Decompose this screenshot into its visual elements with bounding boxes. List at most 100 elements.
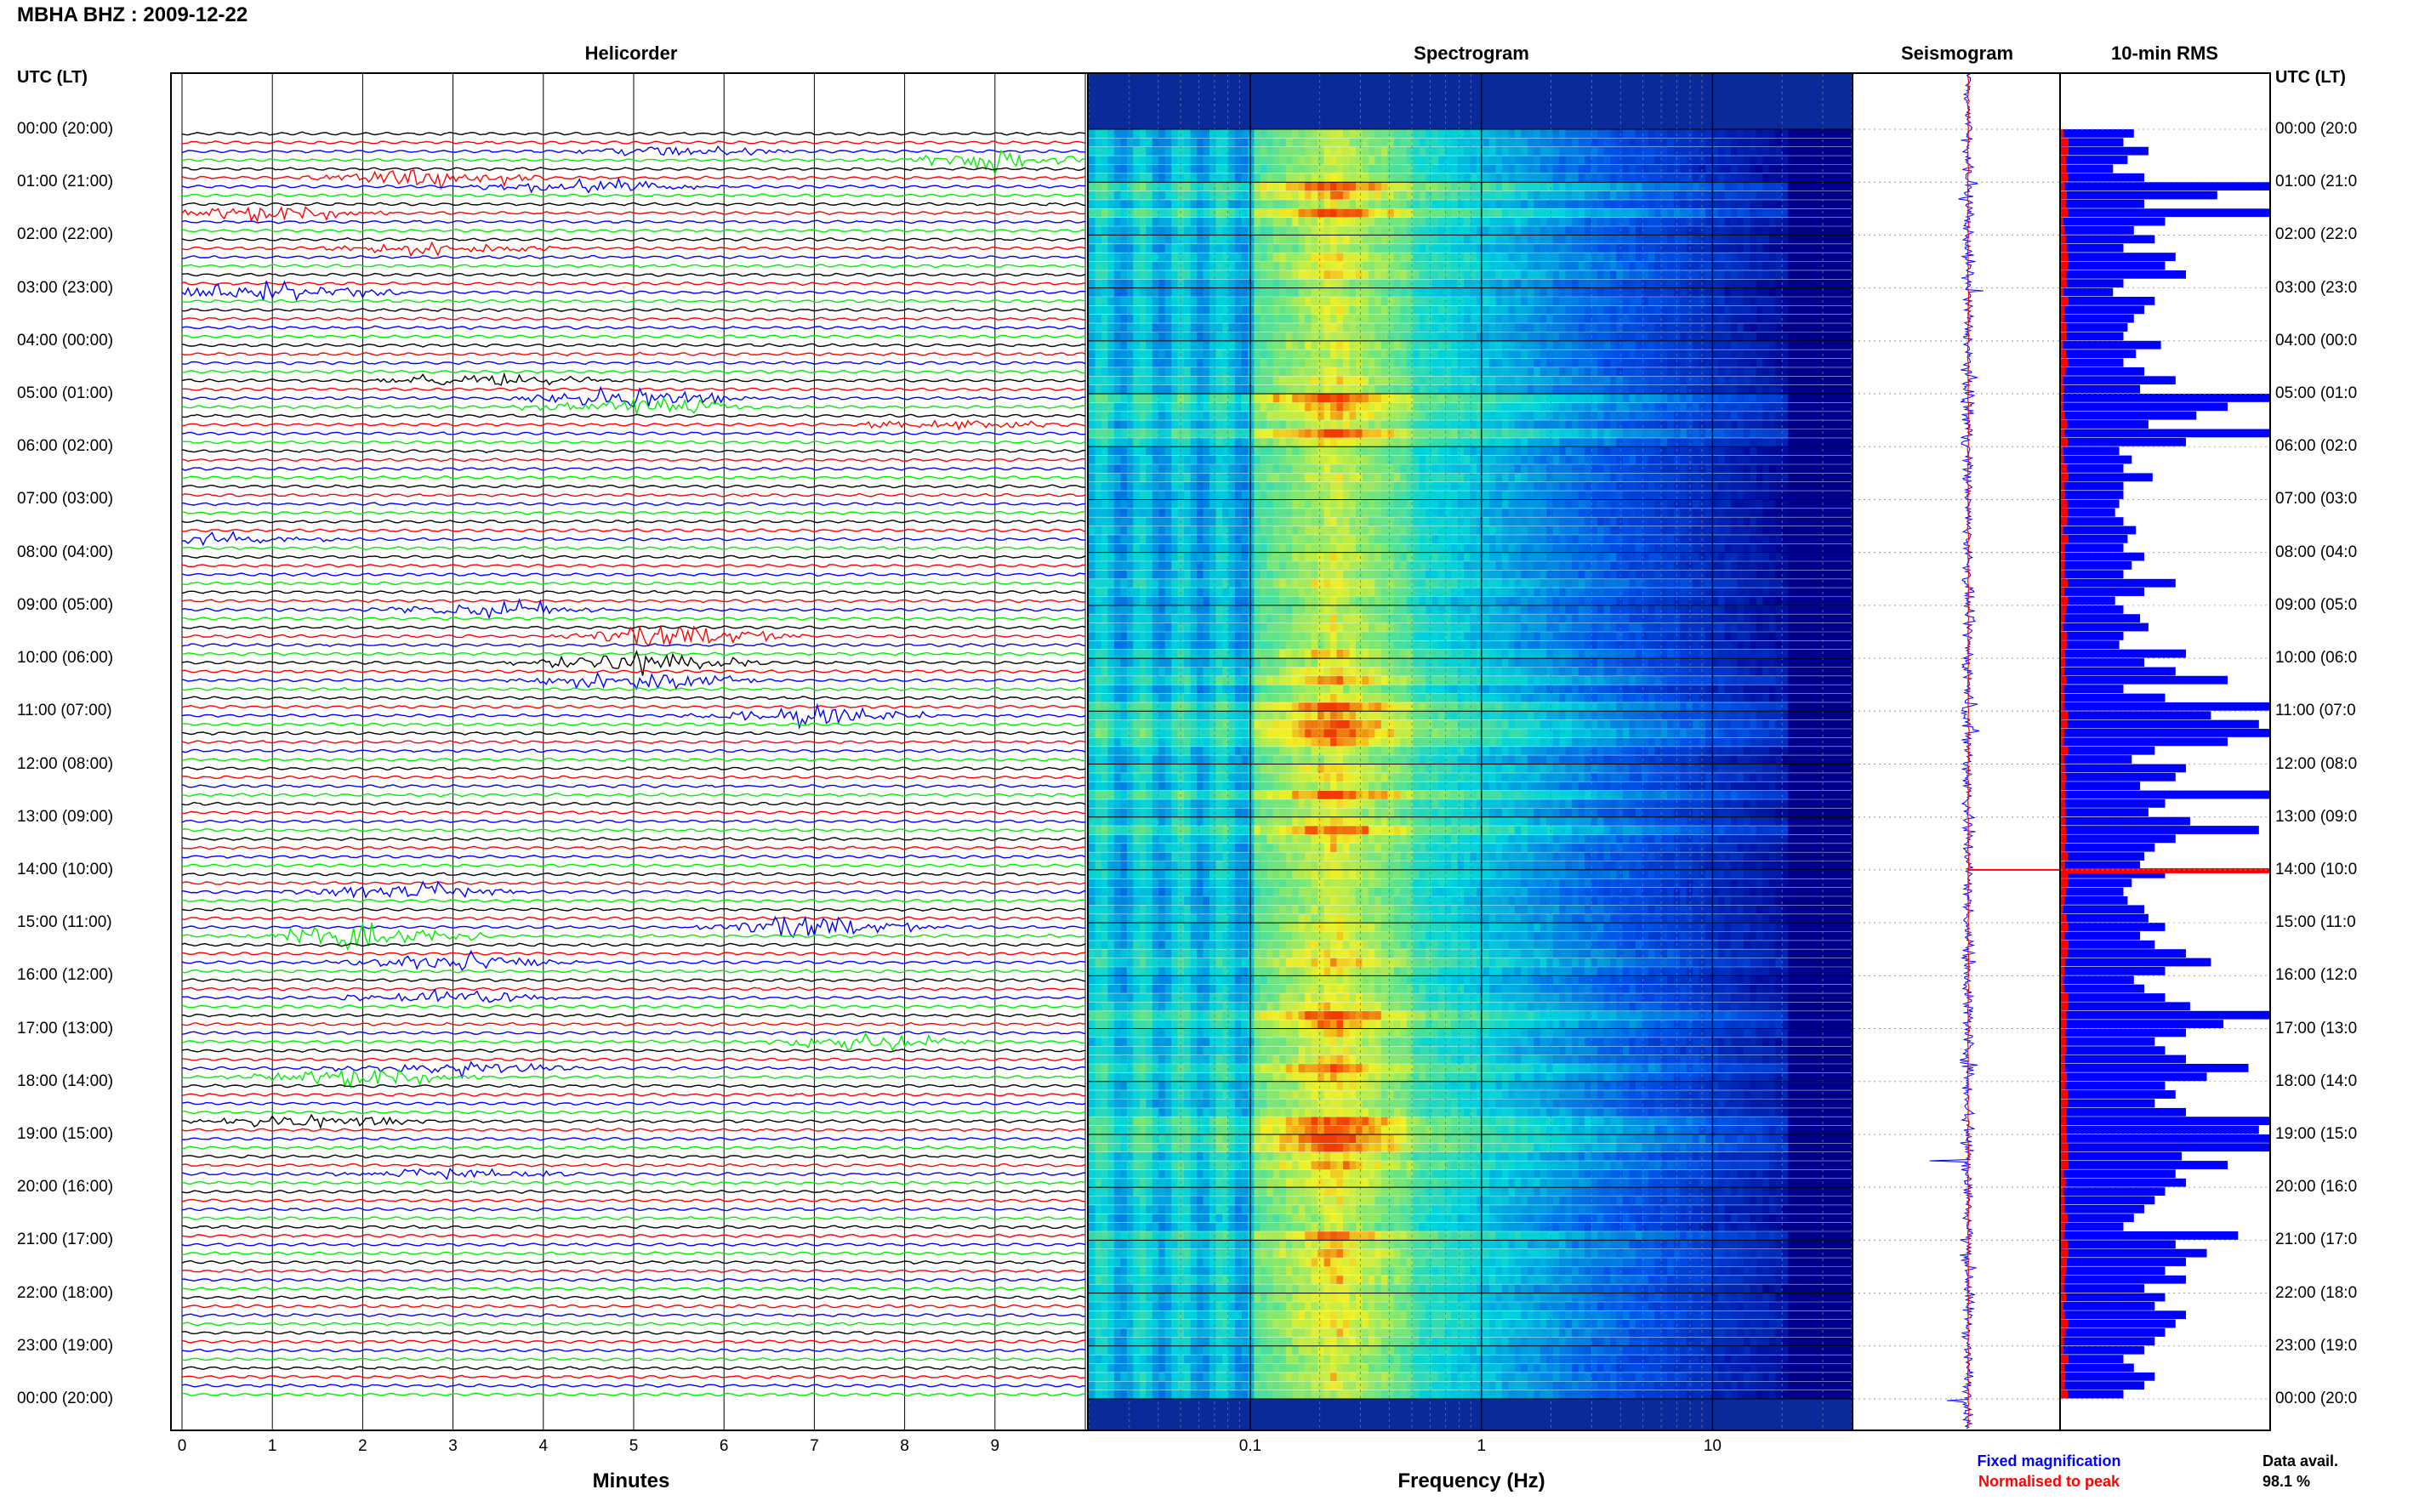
spectrogram-cell xyxy=(1470,253,1477,262)
spectrogram-cell xyxy=(1673,156,1681,165)
spectrogram-cell xyxy=(1393,376,1401,386)
spectrogram-cell xyxy=(1311,261,1318,271)
spectrogram-cell xyxy=(1457,253,1465,262)
spectrogram-cell xyxy=(1158,464,1166,474)
spectrogram-cell xyxy=(1750,182,1757,191)
spectrogram-cell xyxy=(1311,253,1318,262)
spectrogram-cell xyxy=(1559,217,1567,227)
spectrogram-cell xyxy=(1152,350,1159,359)
helicorder-trace xyxy=(181,748,1086,753)
spectrogram-cell xyxy=(1318,402,1325,412)
spectrogram-cell xyxy=(1444,340,1452,350)
spectrogram-cell xyxy=(1279,402,1287,412)
spectrogram-cell xyxy=(1483,287,1490,298)
spectrogram-cell xyxy=(1724,314,1732,324)
spectrogram-cell xyxy=(1228,208,1236,219)
spectrogram-cell xyxy=(1126,297,1134,306)
helicorder-trace xyxy=(181,702,1086,730)
spectrogram-cell xyxy=(1107,437,1115,447)
spectrogram-cell xyxy=(1158,446,1166,457)
spectrogram-cell xyxy=(1318,146,1325,156)
spectrogram-cell xyxy=(1501,455,1509,465)
spectrogram-cell xyxy=(1788,190,1796,201)
spectrogram-cell xyxy=(1660,138,1668,148)
spectrogram-cell xyxy=(1387,367,1395,377)
spectrogram-cell xyxy=(1781,314,1789,324)
spectrogram-cell xyxy=(1215,420,1223,429)
spectrogram-cell xyxy=(1215,350,1223,359)
spectrogram-cell xyxy=(1451,323,1459,333)
spectrogram-cell xyxy=(1667,287,1675,298)
spectrogram-cell xyxy=(1451,376,1459,386)
spectrogram-cell xyxy=(1318,367,1325,377)
spectrogram-cell xyxy=(1292,402,1300,412)
spectrogram-cell xyxy=(1718,173,1726,183)
spectrogram-cell xyxy=(1438,226,1446,236)
spectrogram-cell xyxy=(1470,182,1477,191)
spectrogram-cell xyxy=(1743,420,1750,429)
spectrogram-cell xyxy=(1356,129,1363,139)
spectrogram-cell xyxy=(1413,384,1420,395)
spectrogram-cell xyxy=(1254,279,1261,289)
spectrogram-cell xyxy=(1343,323,1351,333)
spectrogram-cell xyxy=(1794,261,1801,271)
spectrogram-cell xyxy=(1171,367,1179,377)
spectrogram-cell xyxy=(1488,437,1496,447)
spectrogram-cell xyxy=(1705,164,1713,174)
spectrogram-cell xyxy=(1336,473,1344,483)
spectrogram-cell xyxy=(1680,402,1688,412)
spectrogram-cell xyxy=(1477,350,1484,359)
spectrogram-cell xyxy=(1107,190,1115,201)
spectrogram-cell xyxy=(1222,190,1230,201)
spectrogram-cell xyxy=(1718,129,1726,139)
spectrogram-cell xyxy=(1368,279,1375,289)
spectrogram-cell xyxy=(1508,235,1516,245)
spectrogram-cell xyxy=(1164,297,1172,306)
spectrogram-cell xyxy=(1260,287,1267,298)
spectrogram-cell xyxy=(1483,129,1490,139)
spectrogram-cell xyxy=(1826,226,1834,236)
spectrogram-cell xyxy=(1807,384,1814,395)
spectrogram-cell xyxy=(1654,305,1662,315)
spectrogram-cell xyxy=(1495,394,1503,403)
spectrogram-cell xyxy=(1431,332,1439,342)
spectrogram-cell xyxy=(1318,261,1325,271)
spectrogram-cell xyxy=(1171,455,1179,465)
spectrogram-cell xyxy=(1648,350,1655,359)
spectrogram-cell xyxy=(1750,226,1757,236)
spectrogram-cell xyxy=(1832,217,1840,227)
spectrogram-cell xyxy=(1534,199,1541,209)
spectrogram-cell xyxy=(1095,253,1102,262)
spectrogram-cell xyxy=(1266,164,1274,174)
spectrogram-cell xyxy=(1107,279,1115,289)
spectrogram-cell xyxy=(1597,402,1605,412)
spectrogram-cell xyxy=(1089,437,1096,447)
spectrogram-cell xyxy=(1292,314,1300,324)
spectrogram-cell xyxy=(1603,358,1611,368)
spectrogram-cell xyxy=(1228,446,1236,457)
spectrogram-cell xyxy=(1572,208,1579,219)
spectrogram-panel xyxy=(1089,72,1853,1431)
spectrogram-cell xyxy=(1190,314,1198,324)
spectrogram-cell xyxy=(1521,323,1528,333)
spectrogram-cell xyxy=(1451,455,1459,465)
spectrogram-cell xyxy=(1336,173,1344,183)
spectrogram-cell xyxy=(1501,190,1509,201)
spectrogram-cell xyxy=(1801,305,1808,315)
spectrogram-cell xyxy=(1572,146,1579,156)
spectrogram-cell xyxy=(1654,350,1662,359)
spectrogram-cell xyxy=(1375,235,1382,245)
spectrogram-cell xyxy=(1431,305,1439,315)
spectrogram-cell xyxy=(1635,358,1642,368)
spectrogram-cell xyxy=(1215,305,1223,315)
spectrogram-cell xyxy=(1826,437,1834,447)
spectrogram-cell xyxy=(1546,305,1554,315)
spectrogram-cell xyxy=(1477,138,1484,148)
spectrogram-cell xyxy=(1336,455,1344,465)
spectrogram-cell xyxy=(1731,350,1739,359)
spectrogram-cell xyxy=(1693,411,1700,421)
spectrogram-cell xyxy=(1400,323,1408,333)
spectrogram-cell xyxy=(1788,235,1796,245)
spectrogram-cell xyxy=(1731,297,1739,306)
spectrogram-cell xyxy=(1254,473,1261,483)
